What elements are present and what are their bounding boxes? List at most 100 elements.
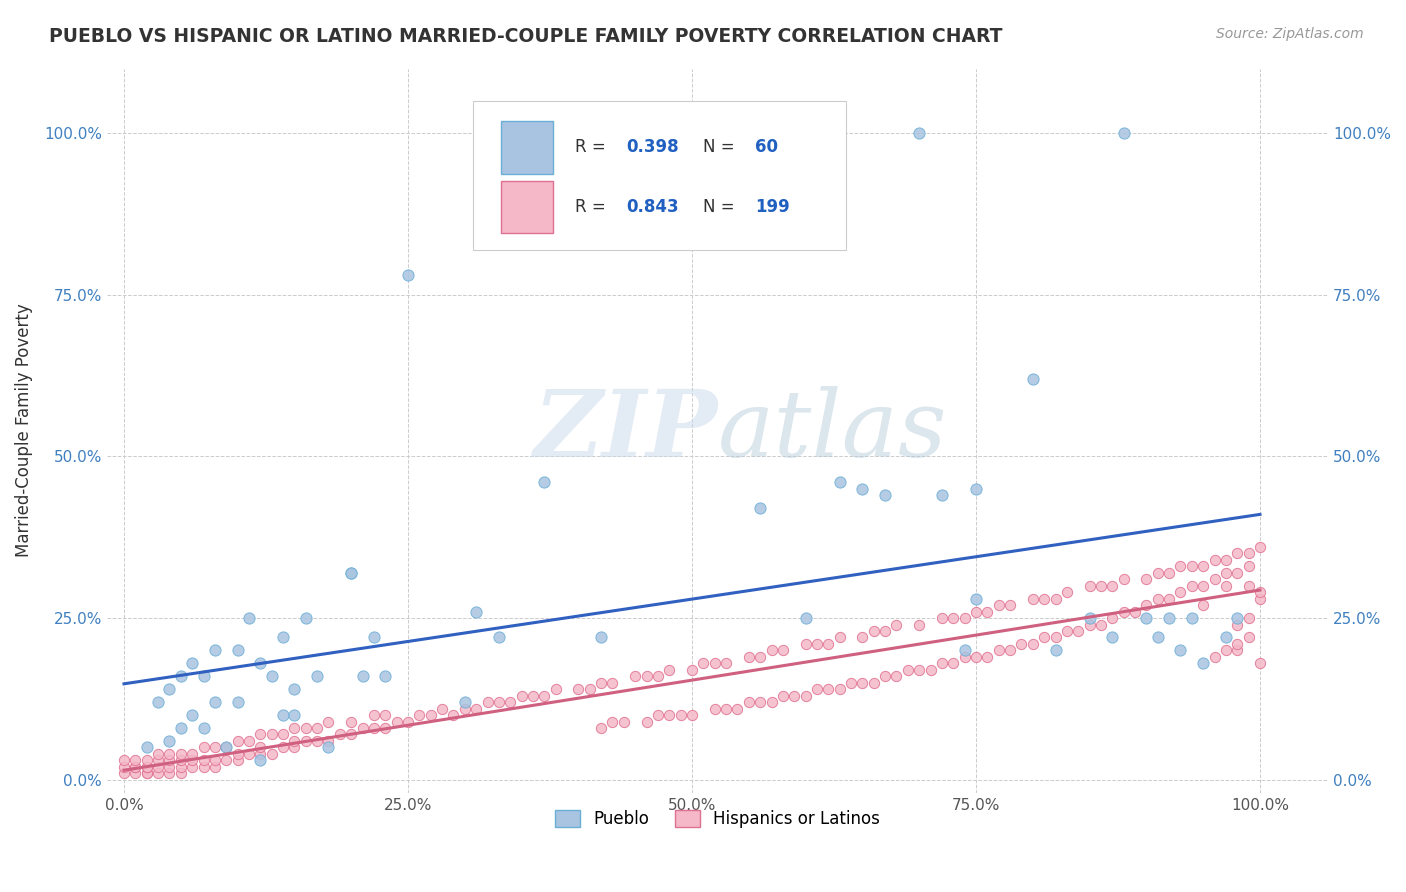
Point bbox=[794, 611, 817, 625]
Point bbox=[749, 649, 772, 664]
Point bbox=[318, 734, 340, 748]
Point bbox=[112, 753, 135, 767]
Point bbox=[374, 669, 396, 683]
Point bbox=[249, 740, 271, 755]
Point bbox=[488, 631, 510, 645]
FancyBboxPatch shape bbox=[502, 181, 553, 233]
Point bbox=[159, 734, 181, 748]
Point bbox=[965, 482, 987, 496]
Point bbox=[908, 663, 931, 677]
Point bbox=[193, 740, 215, 755]
Point bbox=[1237, 579, 1260, 593]
Point bbox=[193, 753, 215, 767]
Point bbox=[806, 637, 828, 651]
Point bbox=[761, 643, 783, 657]
Point bbox=[794, 689, 817, 703]
Point bbox=[1226, 546, 1249, 560]
Point bbox=[1192, 598, 1215, 612]
Point bbox=[886, 617, 908, 632]
Point bbox=[1123, 605, 1146, 619]
Point bbox=[1192, 657, 1215, 671]
Point bbox=[875, 669, 897, 683]
Point bbox=[260, 727, 283, 741]
Point bbox=[146, 766, 169, 780]
Point bbox=[499, 695, 522, 709]
Point bbox=[318, 714, 340, 729]
Point bbox=[1170, 643, 1192, 657]
Point bbox=[283, 682, 305, 697]
Point bbox=[647, 669, 669, 683]
Point bbox=[159, 753, 181, 767]
Point bbox=[135, 766, 157, 780]
Point bbox=[170, 753, 193, 767]
Point bbox=[1067, 624, 1090, 638]
Point bbox=[170, 669, 193, 683]
Point bbox=[1237, 559, 1260, 574]
Text: N =: N = bbox=[703, 198, 740, 216]
Point bbox=[1181, 579, 1204, 593]
Point bbox=[135, 760, 157, 774]
Point bbox=[419, 708, 441, 723]
Point bbox=[886, 669, 908, 683]
Point bbox=[294, 734, 316, 748]
Point bbox=[226, 695, 249, 709]
Point bbox=[647, 708, 669, 723]
Point bbox=[283, 734, 305, 748]
Point bbox=[204, 753, 226, 767]
Point bbox=[510, 689, 533, 703]
Point bbox=[1215, 553, 1237, 567]
Point bbox=[1237, 546, 1260, 560]
Point bbox=[329, 727, 352, 741]
Text: 0.398: 0.398 bbox=[626, 138, 679, 156]
Point bbox=[307, 721, 329, 735]
Point bbox=[965, 649, 987, 664]
Point bbox=[1135, 611, 1157, 625]
Point bbox=[942, 657, 965, 671]
Point bbox=[249, 753, 271, 767]
Point bbox=[908, 126, 931, 140]
Text: 0.843: 0.843 bbox=[626, 198, 679, 216]
Text: PUEBLO VS HISPANIC OR LATINO MARRIED-COUPLE FAMILY POVERTY CORRELATION CHART: PUEBLO VS HISPANIC OR LATINO MARRIED-COU… bbox=[49, 27, 1002, 45]
Point bbox=[1181, 611, 1204, 625]
Point bbox=[226, 734, 249, 748]
Point bbox=[658, 663, 681, 677]
Point bbox=[1112, 605, 1135, 619]
Text: R =: R = bbox=[575, 138, 610, 156]
Point bbox=[488, 695, 510, 709]
Point bbox=[1078, 579, 1101, 593]
Point bbox=[613, 714, 636, 729]
Point bbox=[135, 753, 157, 767]
Point bbox=[249, 657, 271, 671]
Point bbox=[352, 721, 374, 735]
Point bbox=[124, 766, 146, 780]
Point bbox=[124, 760, 146, 774]
Point bbox=[1056, 624, 1078, 638]
Point bbox=[226, 753, 249, 767]
Point bbox=[340, 714, 363, 729]
Point bbox=[159, 747, 181, 761]
Point bbox=[875, 624, 897, 638]
Point bbox=[533, 689, 555, 703]
Point bbox=[783, 689, 806, 703]
Point bbox=[567, 682, 589, 697]
Point bbox=[839, 675, 862, 690]
Point bbox=[215, 753, 238, 767]
Point bbox=[385, 714, 408, 729]
Point bbox=[124, 760, 146, 774]
Point bbox=[204, 740, 226, 755]
Point bbox=[363, 721, 385, 735]
Point bbox=[749, 695, 772, 709]
Point bbox=[352, 669, 374, 683]
Point bbox=[146, 760, 169, 774]
Point bbox=[851, 631, 873, 645]
Point bbox=[1215, 579, 1237, 593]
Point bbox=[1022, 637, 1045, 651]
Point bbox=[374, 708, 396, 723]
Text: 60: 60 bbox=[755, 138, 779, 156]
Point bbox=[271, 740, 294, 755]
Point bbox=[772, 689, 794, 703]
Point bbox=[465, 605, 488, 619]
Point bbox=[1135, 598, 1157, 612]
Point bbox=[1159, 566, 1181, 580]
Point bbox=[443, 708, 465, 723]
